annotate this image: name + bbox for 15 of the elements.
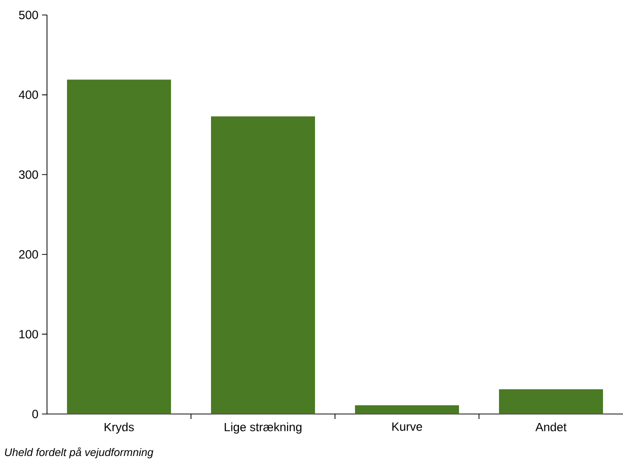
y-tick-label: 300: [18, 170, 38, 179]
x-tick-label: Andet: [535, 422, 567, 432]
bar: [211, 116, 316, 414]
bar: [67, 80, 172, 414]
text: Uheld fordelt på vejudformning: [5, 447, 154, 458]
bar: [355, 405, 460, 414]
x-tick-label: Kryds: [104, 422, 134, 434]
bar: [499, 389, 604, 414]
y-tick-label: 0: [32, 410, 38, 418]
y-tick-label: 100: [19, 330, 38, 338]
y-tick-label: 200: [19, 250, 38, 259]
y-tick-label: 500: [19, 10, 38, 20]
x-tick-label: Kurve: [392, 422, 422, 431]
y-tick-label: 400: [18, 90, 38, 100]
x-tick-label: Lige strækning: [224, 422, 302, 434]
